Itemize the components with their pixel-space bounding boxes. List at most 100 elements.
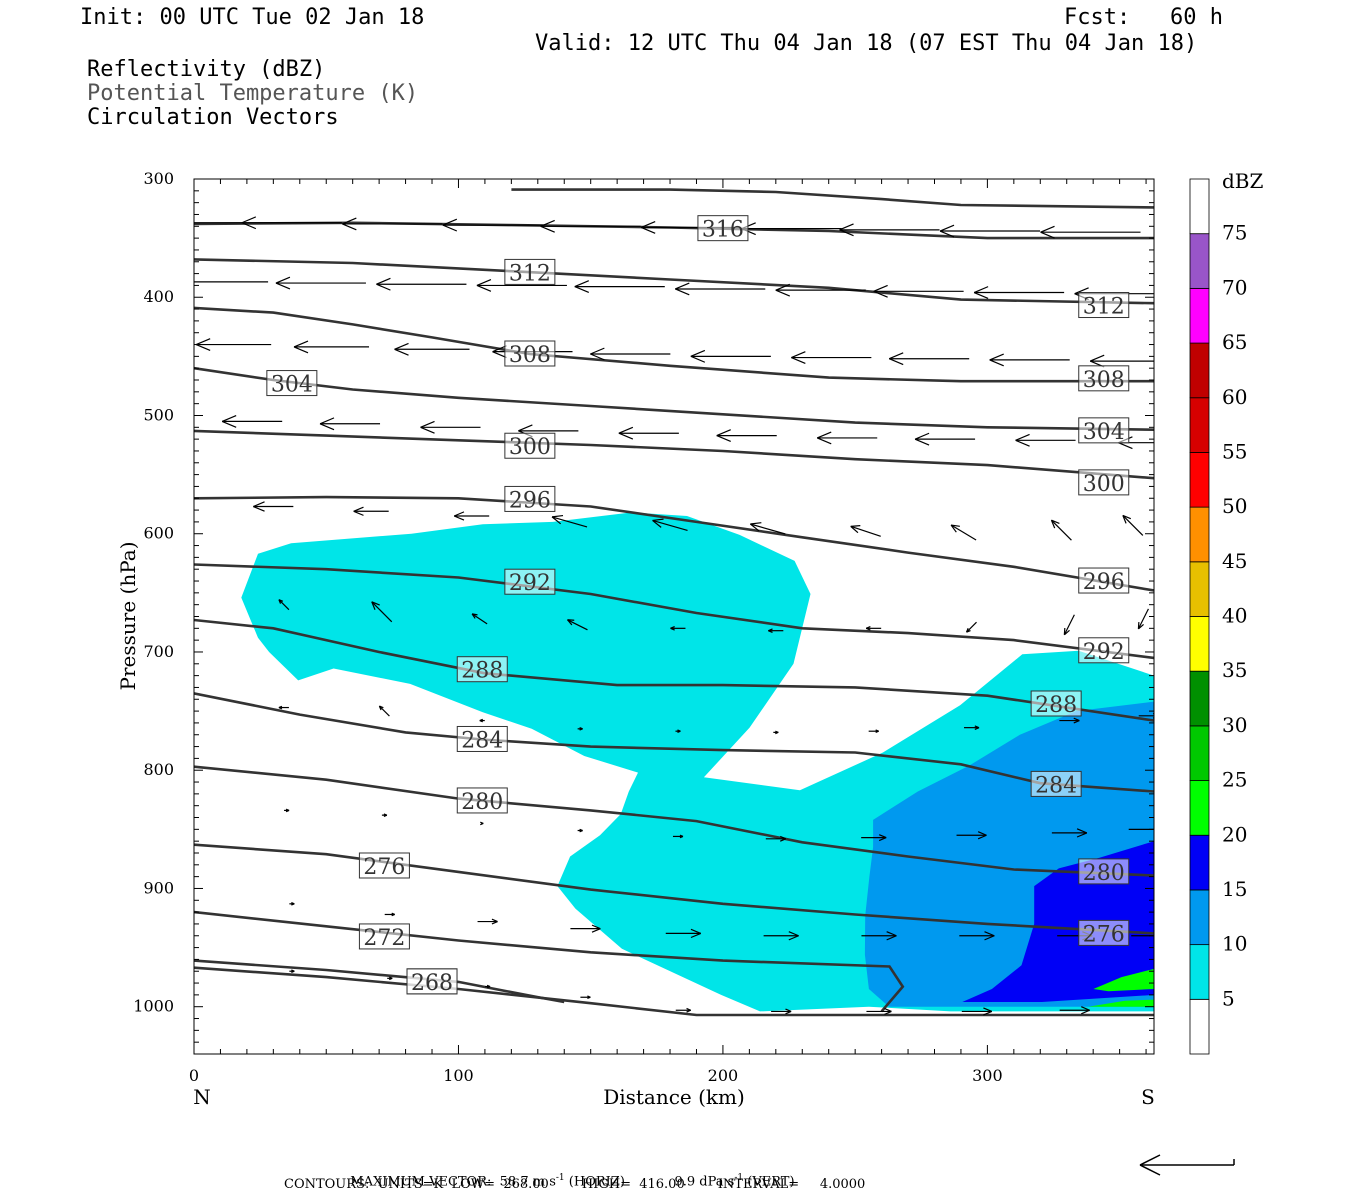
contour-label-box-308-4	[1078, 365, 1130, 392]
contour-label-box-312-1	[504, 258, 556, 285]
north-end-label: N	[193, 1085, 211, 1109]
circulation-vector	[914, 432, 976, 446]
contour-label-288-14: 288	[1035, 693, 1077, 718]
circulation-vector	[293, 340, 370, 354]
contour-label-308-4: 308	[1083, 368, 1125, 393]
colorbar-label-55: 55	[1222, 439, 1247, 463]
circulation-vector	[675, 282, 766, 296]
circulation-vector	[1131, 935, 1154, 937]
circulation-vector	[289, 902, 295, 906]
contour-label-box-272-21	[358, 923, 410, 950]
colorbar-label-45: 45	[1222, 549, 1247, 573]
contour-label-box-300-8	[1078, 469, 1130, 496]
colorbar-box-14	[1189, 233, 1210, 289]
colorbar-label-50: 50	[1222, 494, 1247, 518]
contour-label-316-0: 316	[702, 218, 744, 243]
circulation-vector	[939, 224, 1041, 238]
contour-label-268-23: 268	[411, 971, 453, 996]
y-tick-label-300: 300	[143, 169, 174, 188]
max-vector-horiz: 58.7 m s	[499, 1174, 556, 1190]
circulation-vector	[850, 525, 881, 537]
circulation-vector	[652, 518, 688, 532]
circulation-vector	[567, 619, 588, 631]
circulation-vector	[381, 813, 388, 817]
contour-label-box-268-23	[406, 968, 458, 995]
theta-contour-288-13	[194, 618, 1154, 722]
colorbar-label-25: 25	[1222, 768, 1247, 792]
circulation-vector	[865, 626, 882, 631]
colorbar-box-7	[1189, 616, 1210, 672]
x-tick-label-0: 0	[189, 1066, 199, 1085]
x-axis-label: Distance (km)	[603, 1085, 745, 1109]
horiz-exponent: -1	[555, 1173, 565, 1183]
circulation-vector	[221, 414, 283, 428]
field-reflectivity: Reflectivity (dBZ)	[87, 57, 326, 82]
contour-label-box-296-9	[504, 485, 556, 512]
circulation-vector	[888, 352, 970, 366]
circulation-vector	[319, 417, 381, 431]
circulation-vector	[716, 429, 777, 443]
circulation-vector	[384, 912, 395, 917]
colorbar-label-15: 15	[1222, 877, 1247, 901]
circulation-vector	[959, 931, 995, 941]
y-tick-label-400: 400	[143, 287, 174, 306]
x-tick-label-100: 100	[443, 1066, 474, 1085]
circulation-vector	[453, 511, 490, 521]
y-tick-label-700: 700	[143, 642, 174, 661]
contour-label-box-300-7	[504, 432, 556, 459]
theta-contour-300-7	[194, 429, 1154, 480]
circulation-vector	[471, 613, 488, 625]
circulation-vector	[1059, 1006, 1090, 1015]
colorbar-box-0	[1189, 998, 1210, 1055]
contour-label-box-316-0	[697, 215, 749, 242]
circulation-vector	[868, 729, 879, 734]
contour-label-box-276-20	[1078, 919, 1130, 946]
colorbar-box-3	[1189, 834, 1210, 891]
colorbar-label-65: 65	[1222, 330, 1247, 354]
circulation-vector	[1051, 828, 1088, 838]
circulation-vector	[378, 705, 390, 717]
circulation-vector	[950, 524, 977, 541]
reflectivity-20dbz-region-3	[1093, 968, 1154, 992]
contour-label-box-304-6	[1078, 417, 1130, 444]
circulation-vector	[956, 831, 987, 840]
contour-info-line: CONTOURS: UNITS=K LOW= 268.00 HIGH= 416.…	[284, 1177, 866, 1192]
y-tick-label-500: 500	[143, 405, 174, 424]
y-tick-label-800: 800	[143, 760, 174, 779]
circulation-vector	[376, 277, 467, 291]
circulation-vector	[839, 223, 940, 237]
contour-label-box-284-15	[456, 725, 508, 752]
colorbar-box-8	[1189, 561, 1210, 617]
y-tick-label-900: 900	[143, 878, 174, 897]
theta-contour-312-1	[194, 258, 1154, 305]
contour-label-300-7: 300	[509, 435, 551, 460]
contour-label-box-276-19	[358, 852, 410, 879]
circulation-vector	[816, 431, 878, 445]
circulation-vector	[540, 219, 641, 233]
circulation-vector	[570, 924, 601, 933]
circulation-vector	[275, 276, 366, 290]
contour-label-box-296-10	[1078, 567, 1130, 594]
x-tick-label-200: 200	[708, 1066, 739, 1085]
circulation-vector	[194, 281, 269, 283]
theta-contour-292-11	[194, 563, 1154, 660]
circulation-vector	[1040, 225, 1141, 239]
contour-label-280-17: 280	[461, 790, 503, 815]
colorbar-label-20: 20	[1222, 822, 1247, 846]
circulation-vector	[241, 216, 342, 230]
contour-label-288-13: 288	[461, 659, 503, 684]
field-circulation-vectors: Circulation Vectors	[87, 105, 339, 130]
colorbar: 5 10 15 20 25 30 35 40 45 50 55 60 65 70 75	[1189, 178, 1247, 1055]
contour-label-292-12: 292	[1083, 640, 1125, 665]
circulation-vector	[768, 628, 784, 634]
theta-contour-280-17	[194, 765, 1154, 877]
circulation-vector	[371, 601, 393, 623]
circulation-vector	[873, 284, 964, 298]
vert-tag: (VERT)	[747, 1174, 795, 1190]
reference-vector-arrow	[1139, 1154, 1235, 1176]
max-vector-label: MAXIMUM VECTOR:	[350, 1174, 492, 1190]
circulation-vector	[618, 426, 679, 440]
circulation-vector	[750, 522, 786, 535]
circulation-vector	[791, 351, 872, 364]
